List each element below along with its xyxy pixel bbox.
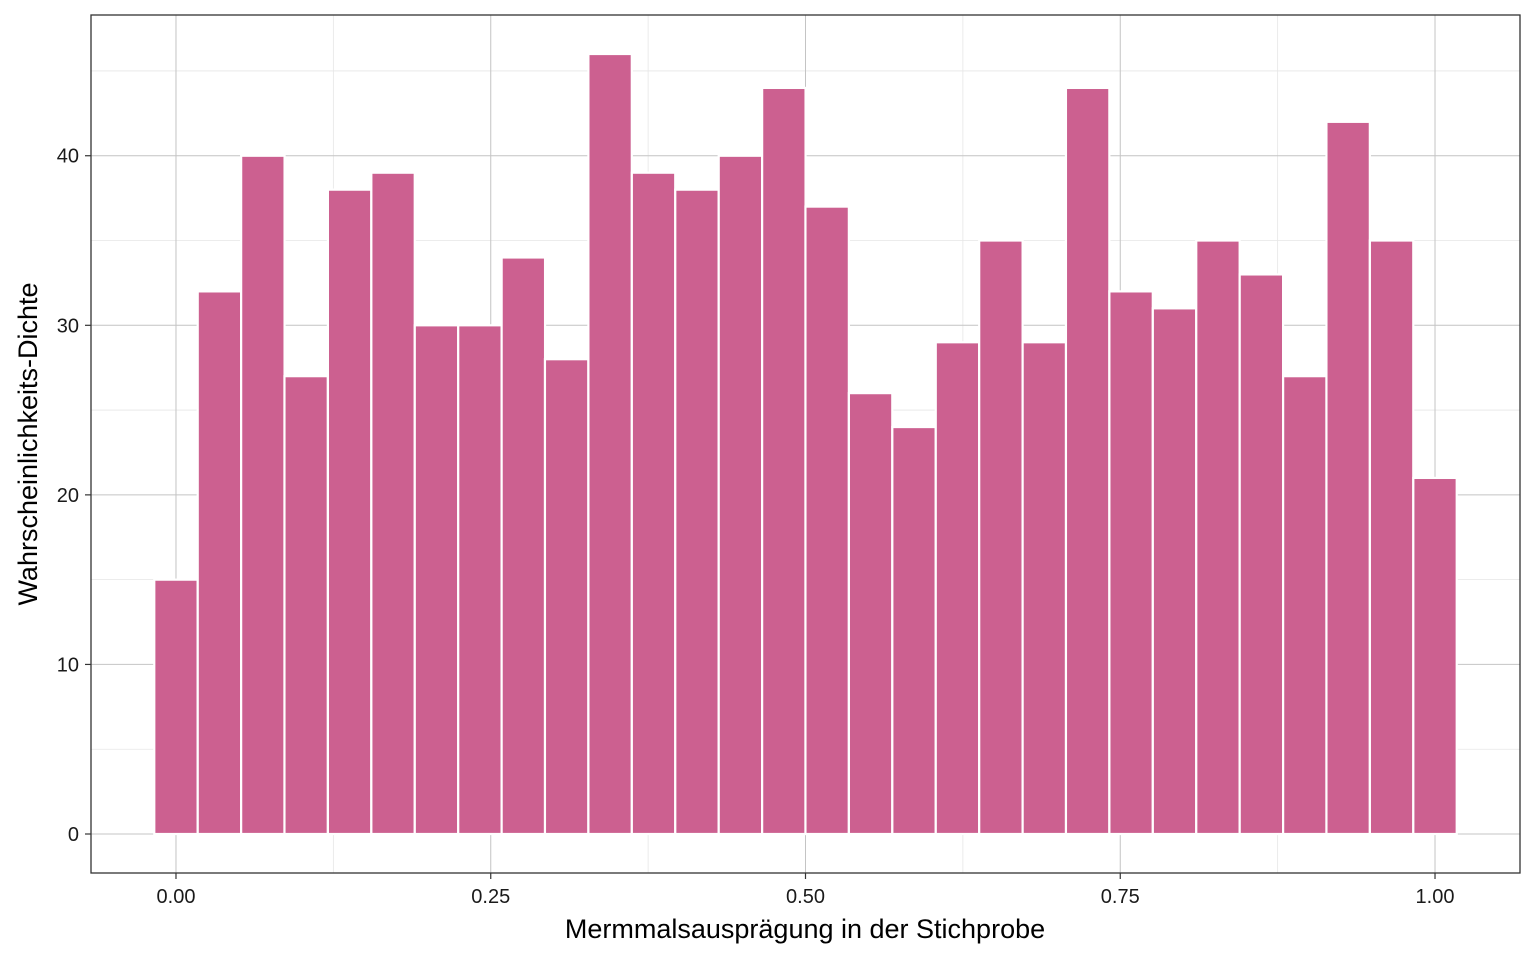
- histogram-bar: [891, 425, 937, 836]
- histogram-bar: [934, 341, 981, 836]
- histogram-bar: [804, 205, 850, 836]
- histogram-bar: [674, 188, 720, 836]
- histogram-bar: [1064, 86, 1111, 836]
- y-tick-label: 0: [68, 824, 79, 846]
- histogram-bar: [1021, 341, 1068, 836]
- y-tick-label: 20: [57, 485, 79, 507]
- histogram-bar: [413, 324, 460, 836]
- histogram-bar: [978, 239, 1024, 836]
- histogram-bar: [630, 171, 677, 836]
- histogram-bar: [457, 324, 503, 836]
- histogram-bar: [1325, 120, 1371, 836]
- histogram-bar: [1108, 290, 1154, 836]
- x-tick-label: 0.50: [786, 886, 825, 908]
- bars: [153, 52, 1458, 836]
- histogram-bar: [326, 188, 373, 836]
- histogram-bar: [761, 86, 807, 836]
- histogram-bar: [1368, 239, 1415, 836]
- histogram-bar: [847, 392, 894, 836]
- histogram-bar: [1238, 273, 1285, 836]
- x-axis-title: Mermmalsausprägung in der Stichprobe: [565, 914, 1045, 944]
- x-tick-label: 0.25: [471, 886, 510, 908]
- y-axis-title: Wahrscheinlichkeits-Dichte: [13, 282, 43, 605]
- y-tick-label: 40: [57, 146, 79, 168]
- x-axis: 0.00 0.25 0.50 0.75 1.00: [157, 873, 1455, 908]
- histogram-bar: [283, 375, 329, 836]
- histogram-bar: [240, 154, 286, 836]
- histogram-bar: [370, 171, 416, 836]
- x-tick-label: 0.00: [157, 886, 196, 908]
- histogram-bar: [153, 578, 199, 836]
- x-tick-label: 0.75: [1101, 886, 1140, 908]
- histogram-bar: [1412, 476, 1458, 836]
- histogram-bar: [1282, 375, 1328, 836]
- histogram-bar: [196, 290, 243, 836]
- histogram-bar: [500, 256, 547, 836]
- histogram-bar: [543, 358, 590, 836]
- histogram-bar: [717, 154, 764, 836]
- y-tick-label: 30: [57, 315, 79, 337]
- y-tick-label: 10: [57, 654, 79, 676]
- histogram-bar: [1151, 307, 1198, 836]
- y-axis: 0 10 20 30 40: [57, 146, 91, 846]
- histogram-bar: [587, 52, 633, 836]
- x-tick-label: 1.00: [1416, 886, 1455, 908]
- histogram-bar: [1195, 239, 1241, 836]
